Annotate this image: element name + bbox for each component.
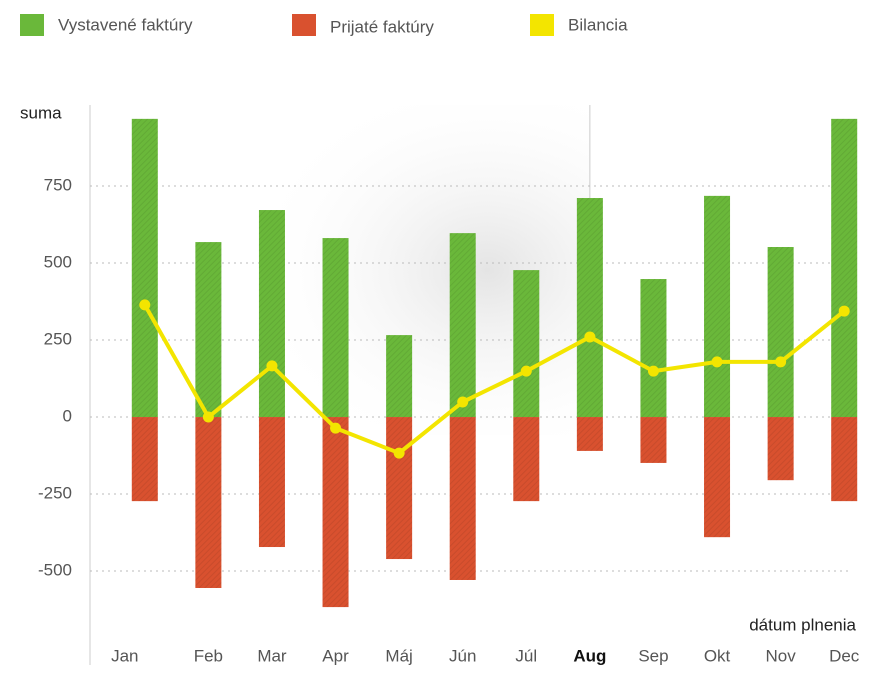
bar-hatch [386,417,413,560]
x-tick-label: Nov [766,646,797,665]
x-tick-label: Júl [515,646,537,665]
legend-label: Prijaté faktúry [330,17,434,36]
bar-hatch [831,118,858,418]
x-tick-label: Jan [111,646,138,665]
bar-hatch [767,417,794,481]
x-tick-label: Aug [573,646,606,665]
legend-swatch [292,14,316,36]
point [838,305,850,317]
bar-hatch [322,238,349,418]
bar-hatch [386,335,413,418]
y-tick-label: 250 [44,330,72,349]
x-tick-label: Jún [449,646,476,665]
legend-label: Vystavené faktúry [58,15,193,34]
point [711,356,723,368]
y-tick-label: 750 [44,175,72,194]
y-tick-label: -500 [38,561,72,580]
point [139,299,151,311]
point [584,331,596,343]
bar-hatch [513,270,540,418]
point [457,396,469,408]
legend-swatch [530,14,554,36]
bar-hatch [449,417,476,580]
bar-hatch [131,118,158,418]
bar-hatch [704,195,731,418]
legend-label: Bilancia [568,15,628,34]
line [143,303,846,456]
bar-hatch [576,417,603,451]
bar-hatch [131,417,158,502]
x-tick-label: Feb [194,646,223,665]
bar-hatch [640,279,667,418]
bar-hatch [195,417,222,588]
bar-hatch [767,247,794,418]
x-tick-label: Okt [704,646,731,665]
bar-hatch [449,233,476,418]
x-tick-label: Mar [257,646,287,665]
point [520,365,532,377]
point [393,447,405,459]
x-tick-label: Máj [385,646,412,665]
bar-hatch [513,417,540,502]
bar-hatch [195,242,222,418]
bar-hatch [640,417,667,463]
x-tick-label: Apr [322,646,349,665]
bar-hatch [576,198,603,418]
x-tick-label: Dec [829,646,860,665]
bar-hatch [831,417,858,502]
bar-hatch [258,210,285,418]
point [202,411,214,423]
point [266,360,278,372]
legend-swatch [20,14,44,36]
bar-hatch [258,417,285,548]
point [330,422,342,434]
bar-hatch [322,417,349,608]
bar-hatch [704,417,731,538]
y-axis-label: suma [20,103,62,122]
point [647,365,659,377]
x-tick-label: Sep [638,646,668,665]
y-tick-label: -250 [38,484,72,503]
y-tick-label: 500 [44,253,72,272]
y-tick-label: 0 [63,407,72,426]
point [775,356,787,368]
x-axis-label: dátum plnenia [749,615,856,634]
